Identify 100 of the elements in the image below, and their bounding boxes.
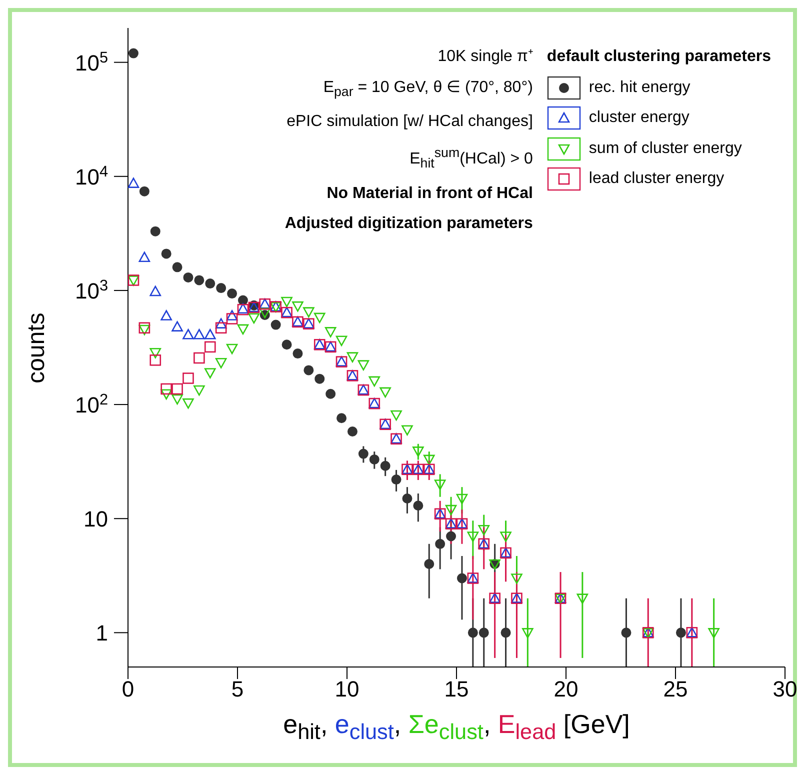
- point: [128, 178, 140, 188]
- point: [467, 532, 479, 542]
- annotation: E$_{par}$ = 10 GeV, θ ∈ (70°, 80°): [323, 78, 533, 101]
- point: [238, 295, 248, 306]
- point: [139, 186, 150, 196]
- point: [172, 262, 182, 272]
- x-tick-label: 10: [334, 676, 360, 702]
- point: [347, 426, 358, 437]
- y-tick-label: 1: [96, 620, 108, 646]
- point: [172, 394, 183, 405]
- point: [215, 358, 227, 368]
- point: [478, 628, 489, 638]
- point: [226, 313, 238, 324]
- point: [182, 398, 194, 409]
- point: [194, 275, 204, 286]
- x-tick-label: 5: [231, 676, 244, 702]
- point: [380, 460, 390, 471]
- point: [215, 322, 227, 334]
- point: [445, 504, 457, 516]
- annotation: 10K single π⁺: [438, 47, 533, 67]
- point: [226, 310, 238, 320]
- point: [326, 388, 336, 399]
- point: [369, 454, 380, 464]
- point: [676, 628, 686, 638]
- point: [150, 354, 162, 366]
- point: [183, 272, 194, 282]
- point: [248, 313, 260, 324]
- point: [194, 328, 205, 340]
- point: [358, 360, 370, 370]
- x-tick-label: 15: [444, 676, 469, 702]
- x-tick-label: 25: [663, 676, 688, 702]
- point: [281, 296, 292, 308]
- point: [424, 558, 434, 569]
- y-tick-label: 10$^{3}$: [74, 276, 108, 304]
- annotation: E$_{hit}$$^{sum}$(HCal) > 0: [410, 144, 533, 172]
- point: [303, 307, 314, 318]
- point: [194, 352, 205, 364]
- point: [182, 328, 194, 340]
- point: [194, 385, 205, 396]
- point: [205, 278, 216, 289]
- point: [434, 480, 446, 490]
- point: [390, 410, 402, 421]
- point: [216, 283, 226, 294]
- point: [282, 340, 292, 350]
- point: [380, 387, 391, 398]
- point: [138, 252, 150, 262]
- point: [292, 348, 303, 359]
- point: [204, 328, 216, 340]
- legend-label: cluster energy: [588, 109, 690, 128]
- y-tick-label: 10: [84, 506, 108, 532]
- point: [128, 48, 138, 58]
- text: e$_{hit}$, e$_{clust}$, Σe$_{clust}$, E$_{lead}$ [GeV]: [283, 709, 630, 744]
- point: [227, 288, 238, 299]
- point: [314, 312, 326, 324]
- point: [161, 248, 172, 259]
- point: [314, 374, 325, 384]
- point: [500, 628, 511, 638]
- point: [270, 320, 281, 330]
- point: [346, 352, 358, 362]
- point: [423, 454, 435, 466]
- legend-title: default clustering parameters: [546, 47, 771, 67]
- point: [522, 628, 534, 638]
- point: [368, 376, 380, 387]
- legend-label: sum of cluster energy: [588, 140, 742, 158]
- point: [456, 494, 468, 504]
- x-tick-label: 20: [554, 676, 578, 702]
- point: [204, 341, 216, 353]
- point: [150, 226, 160, 236]
- point: [446, 531, 456, 542]
- point: [413, 500, 424, 511]
- annotation: ePIC simulation [w/ HCal changes]: [286, 112, 533, 132]
- point: [172, 383, 183, 395]
- annotation: Adjusted digitization parameters: [284, 214, 533, 234]
- point: [304, 365, 314, 376]
- point: [160, 383, 172, 395]
- point: [456, 573, 467, 584]
- point: [708, 628, 720, 638]
- point: [576, 594, 588, 604]
- point: [215, 318, 227, 328]
- point: [358, 448, 368, 459]
- point: [391, 474, 402, 485]
- point: [468, 628, 478, 638]
- point: [500, 532, 512, 542]
- point: [138, 324, 150, 336]
- point: [435, 538, 446, 549]
- y-axis-title: counts: [23, 312, 51, 383]
- point: [150, 348, 162, 358]
- point: [402, 425, 413, 436]
- point: [402, 494, 412, 504]
- x-tick-label: 30: [772, 676, 798, 702]
- annotation: No Material in front of HCal: [326, 184, 533, 204]
- point: [412, 446, 424, 457]
- point: [226, 344, 238, 354]
- point: [324, 327, 336, 338]
- legend-label: rec. hit energy: [588, 78, 690, 97]
- y-tick-label: 10$^{2}$: [74, 391, 108, 418]
- point: [150, 286, 162, 296]
- point: [160, 310, 172, 320]
- point: [237, 324, 249, 335]
- x-tick-label: 0: [122, 676, 134, 702]
